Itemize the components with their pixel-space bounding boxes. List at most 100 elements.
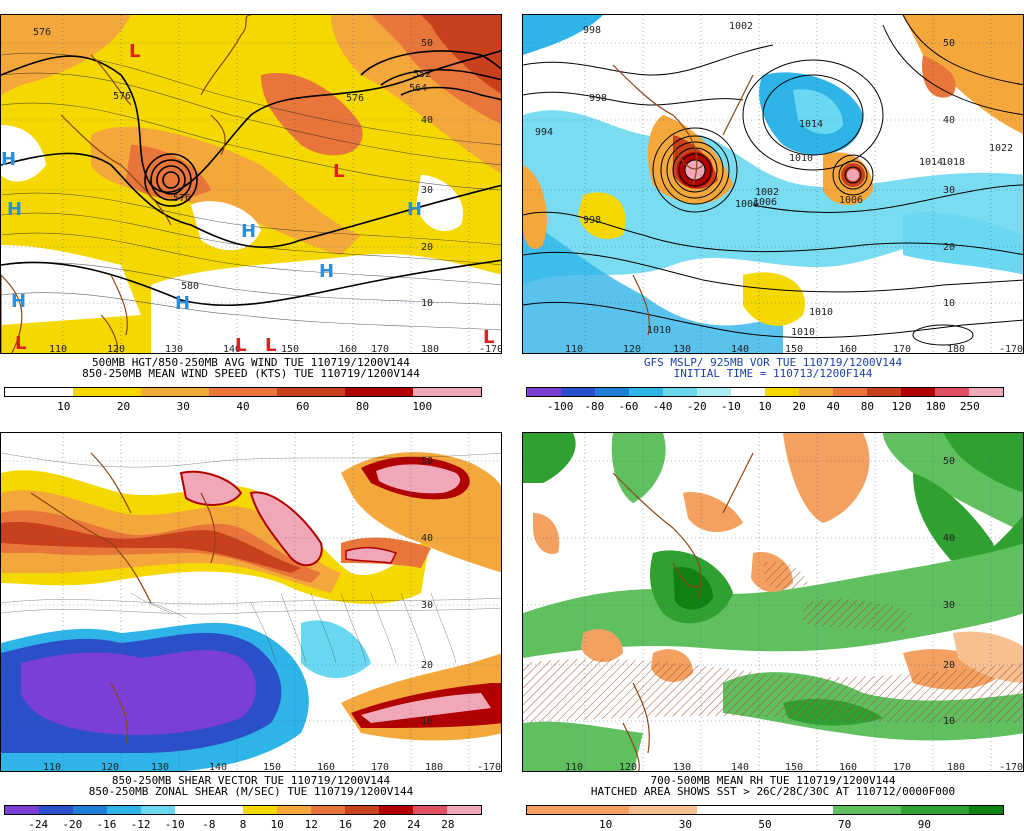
colorbar-swatch — [527, 806, 561, 814]
colorbar-swatch — [561, 806, 595, 814]
high-pressure-marker: H — [7, 199, 22, 220]
colorbar-swatch — [969, 806, 1003, 814]
colorbar-tick-label: 10 — [599, 818, 613, 831]
lon-label: 170 — [371, 762, 389, 772]
lon-label: 180 — [425, 762, 443, 772]
colorbar-tick-label: 10 — [758, 400, 772, 413]
contour-label: 1010 — [647, 325, 671, 336]
colorbar-tick-label: 80 — [355, 400, 370, 413]
contour-label: 580 — [181, 281, 199, 292]
colorbar-swatch — [243, 388, 277, 396]
contour-label: 1006 — [735, 199, 759, 210]
contour-label: 576 — [113, 91, 131, 102]
lon-label: 110 — [49, 344, 67, 354]
colorbar-swatch — [243, 806, 277, 814]
colorbar-swatch — [799, 806, 833, 814]
colorbar — [526, 805, 1004, 815]
colorbar-swatch — [413, 388, 447, 396]
caption-line-2: 850-250MB ZONAL SHEAR (M/SEC) TUE 110719… — [88, 785, 414, 798]
colorbar-tick-label: 40 — [826, 400, 840, 413]
contour-label: 1006 — [753, 197, 777, 208]
colorbar-swatch — [277, 388, 311, 396]
colorbar-swatch — [209, 388, 243, 396]
high-pressure-marker: H — [319, 261, 334, 282]
colorbar-swatch — [663, 388, 697, 396]
lat-label: 30 — [943, 600, 955, 611]
caption-line-2: HATCHED AREA SHOWS SST > 26C/28C/30C AT … — [590, 785, 956, 798]
colorbar-swatch — [697, 388, 731, 396]
colorbar-swatch — [107, 388, 141, 396]
high-pressure-marker: H — [1, 149, 16, 170]
colorbar-swatch — [527, 388, 561, 396]
contour-label: 994 — [535, 127, 553, 138]
panel-wind-speed: 50 40 30 20 10 110 120 130 140 150 160 1… — [0, 14, 502, 413]
colorbar-ticks: 10 30 50 70 90 — [526, 818, 1004, 831]
lat-label: 40 — [943, 533, 955, 544]
lat-label: 10 — [421, 298, 433, 309]
lon-label: 170 — [893, 344, 911, 354]
colorbar-tick-label: 8 — [239, 818, 247, 831]
lat-label: 20 — [421, 660, 433, 671]
lat-label: 50 — [421, 38, 433, 49]
colorbar-swatch — [277, 806, 311, 814]
colorbar-tick-label: 10 — [270, 818, 284, 831]
low-pressure-marker: L — [265, 335, 276, 354]
low-pressure-marker: L — [333, 161, 344, 182]
map-zonal-shear: 50 40 30 20 10 110 120 130 140 150 160 1… — [0, 432, 502, 772]
lon-label: 170 — [893, 762, 911, 772]
high-pressure-marker: H — [11, 291, 26, 312]
panel-relative-humidity: 50 40 30 20 10 110 120 130 140 150 160 1… — [522, 432, 1024, 831]
lon-label: 150 — [785, 344, 803, 354]
colorbar-swatch — [901, 806, 935, 814]
panel-mslp-vorticity: 50 40 30 20 10 110 120 130 140 150 160 1… — [522, 14, 1024, 413]
contour-label: 552 — [413, 69, 431, 80]
contour-label: 1002 — [729, 21, 753, 32]
lon-label: 120 — [619, 762, 637, 772]
lon-label: 150 — [785, 762, 803, 772]
contour-label: 1014 — [799, 119, 823, 130]
lon-label: 180 — [947, 762, 965, 772]
lon-label: 170 — [371, 344, 389, 354]
lat-label: 50 — [943, 38, 955, 49]
colorbar-tick-label: 60 — [296, 400, 310, 413]
lon-label: -170 — [999, 762, 1023, 772]
colorbar — [4, 805, 482, 815]
lat-label: 10 — [421, 716, 433, 727]
panel-zonal-shear: 50 40 30 20 10 110 120 130 140 150 160 1… — [0, 432, 502, 831]
contour-label: 1014 — [919, 157, 943, 168]
colorbar-swatch — [833, 388, 867, 396]
colorbar-swatch — [731, 806, 765, 814]
lon-label: 140 — [731, 344, 749, 354]
map-relative-humidity: 50 40 30 20 10 110 120 130 140 150 160 1… — [522, 432, 1024, 772]
low-pressure-marker: L — [483, 327, 494, 348]
colorbar-tick-label: 20 — [116, 400, 131, 413]
colorbar-swatch — [311, 806, 345, 814]
colorbar-tick-label: 10 — [57, 400, 71, 413]
lon-label: 150 — [281, 344, 299, 354]
contour-label: 576 — [173, 193, 191, 204]
lat-label: 10 — [943, 716, 955, 727]
lon-label: 120 — [101, 762, 119, 772]
lat-label: 30 — [421, 600, 433, 611]
lat-label: 50 — [421, 456, 433, 467]
colorbar-swatch — [175, 806, 209, 814]
lon-label: -170 — [479, 344, 502, 354]
lon-label: 110 — [565, 762, 583, 772]
caption-line-1: GFS MSLP/ 925MB VOR TUE 110719/1200V144 — [643, 356, 903, 369]
colorbar-ticks: 10 20 30 40 60 80 100 — [4, 400, 482, 413]
colorbar-swatch — [765, 388, 799, 396]
colorbar-swatch — [731, 388, 765, 396]
colorbar-tick-label: 20 — [372, 818, 387, 831]
colorbar-swatch — [663, 806, 697, 814]
contour-label: 1010 — [791, 327, 815, 338]
colorbar-swatch — [209, 806, 243, 814]
colorbar-swatch — [765, 806, 799, 814]
contour-label: 1010 — [809, 307, 833, 318]
colorbar-tick-label: 90 — [917, 818, 931, 831]
contour-label: 1010 — [789, 153, 813, 164]
lat-label: 40 — [421, 115, 433, 126]
colorbar — [526, 387, 1004, 397]
colorbar-swatch — [697, 806, 731, 814]
colorbar-tick-label: -16 — [96, 818, 117, 831]
lon-label: 140 — [209, 762, 227, 772]
